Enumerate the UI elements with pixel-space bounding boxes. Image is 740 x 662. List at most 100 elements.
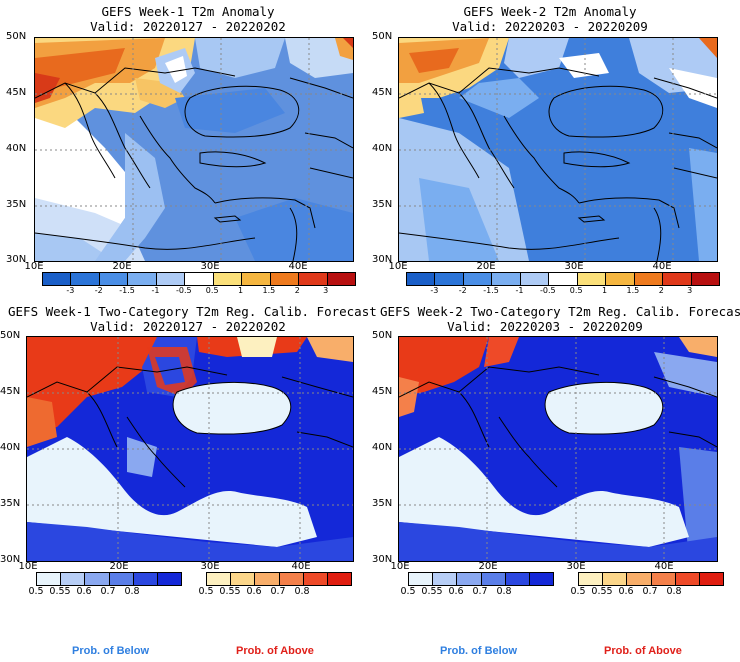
lon-label: 40E (654, 561, 674, 572)
colorbar-label: -2 (94, 286, 103, 295)
colorbar-swatch (627, 573, 652, 585)
lat-label: 45N (372, 87, 393, 98)
colorbar-swatch (207, 573, 232, 585)
lon-label: 30E (200, 561, 220, 572)
colorbar-swatch (409, 573, 434, 585)
lon-label: 30E (200, 261, 220, 272)
lat-label: 35N (372, 498, 393, 509)
colorbar-swatch (231, 573, 256, 585)
colorbar-swatch (520, 273, 550, 285)
colorbar-swatch (699, 573, 724, 585)
above-colorbar (578, 572, 724, 586)
colorbar-swatch (85, 573, 110, 585)
colorbar-label: -1.5 (119, 286, 135, 295)
colorbar-label: 1 (237, 286, 244, 295)
lat-label: 50N (372, 330, 393, 341)
legend-above-left: Prob. of Above (236, 645, 314, 657)
colorbar-label: -2 (458, 286, 467, 295)
lon-label: 40E (291, 561, 311, 572)
colorbar-swatch (675, 573, 700, 585)
probability-map-graphic (399, 337, 717, 561)
lat-label: 30N (6, 254, 27, 265)
colorbar-label: 2 (658, 286, 664, 295)
lat-label: 50N (6, 31, 27, 42)
colorbar-label: -0.5 (176, 286, 192, 295)
colorbar-swatch (37, 573, 62, 585)
colorbar-swatch (128, 273, 157, 285)
legend-below-right: Prob. of Below (440, 645, 517, 657)
lat-label: 45N (0, 386, 21, 397)
lat-label: 30N (372, 254, 393, 265)
panel-valid: Valid: 20220203 - 20220209 (452, 19, 648, 34)
panel-title: GEFS Week-2 Two-Category T2m Reg. Calib.… (380, 304, 740, 319)
colorbar-label: 0.8 (496, 586, 512, 597)
colorbar-label: 1.5 (626, 286, 640, 295)
colorbar-label: 0.5 (570, 586, 586, 597)
colorbar-label: 0.5 (28, 586, 44, 597)
lat-label: 35N (0, 498, 21, 509)
colorbar-swatch (549, 273, 578, 285)
colorbar-swatch (133, 573, 158, 585)
lon-label: 10E (388, 261, 408, 272)
colorbar-swatch (242, 273, 271, 285)
colorbar-label: 0.7 (642, 586, 658, 597)
legend-above-right: Prob. of Above (604, 645, 682, 657)
colorbar-label: 0.5 (400, 586, 416, 597)
colorbar-label: 3 (323, 286, 329, 295)
colorbar-label: 0.7 (100, 586, 116, 597)
panel-valid: Valid: 20220203 - 20220209 (447, 319, 643, 334)
colorbar-label: 0.7 (472, 586, 488, 597)
panel-title: GEFS Week-1 T2m Anomaly (101, 4, 275, 19)
probability-map-graphic (27, 337, 353, 561)
lon-label: 20E (112, 261, 132, 272)
colorbar-swatch (299, 273, 328, 285)
colorbar-swatch (327, 573, 352, 585)
panel-week2-probability: GEFS Week-2 Two-Category T2m Reg. Calib.… (370, 300, 740, 600)
lat-label: 35N (372, 199, 393, 210)
colorbar-swatch (433, 573, 458, 585)
colorbar-swatch (99, 273, 129, 285)
panel-title: GEFS Week-2 T2m Anomaly (463, 4, 637, 19)
colorbar-swatch (579, 573, 604, 585)
colorbar-swatch (407, 273, 436, 285)
colorbar-swatch (663, 273, 692, 285)
lat-label: 30N (372, 554, 393, 565)
colorbar-swatch (270, 273, 300, 285)
panel-valid: Valid: 20220127 - 20220202 (90, 19, 286, 34)
colorbar-label: 0.55 (591, 586, 613, 597)
lon-label: 30E (564, 261, 584, 272)
colorbar-label: 0.6 (448, 586, 464, 597)
colorbar-swatch (606, 273, 635, 285)
colorbar-swatch (156, 273, 186, 285)
panel-title: GEFS Week-1 Two-Category T2m Reg. Calib.… (8, 304, 377, 319)
lat-label: 30N (0, 554, 21, 565)
colorbar-label: 0.55 (49, 586, 71, 597)
probability-map (398, 336, 718, 562)
colorbar-swatch (529, 573, 554, 585)
colorbar-swatch (71, 273, 100, 285)
colorbar-swatch (492, 273, 521, 285)
below-colorbar (408, 572, 554, 586)
colorbar-label: -0.5 (540, 286, 556, 295)
colorbar-swatch (463, 273, 493, 285)
colorbar-label: -3 (66, 286, 75, 295)
panel-week2-anomaly: GEFS Week-2 T2m Anomaly Valid: 20220203 … (370, 0, 740, 300)
colorbar-swatch (327, 273, 355, 285)
lat-label: 40N (372, 442, 393, 453)
colorbar-label: 1 (601, 286, 608, 295)
anomaly-map (34, 37, 354, 262)
lon-label: 30E (566, 561, 586, 572)
colorbar-swatch (691, 273, 719, 285)
colorbar-swatch (61, 573, 86, 585)
lon-label: 40E (652, 261, 672, 272)
lat-label: 45N (6, 87, 27, 98)
colorbar-label: -3 (430, 286, 439, 295)
probability-map (26, 336, 354, 562)
colorbar-label: 3 (687, 286, 693, 295)
colorbar-label: 0.8 (666, 586, 682, 597)
lon-label: 20E (476, 261, 496, 272)
colorbar-swatch (603, 573, 628, 585)
lon-label: 10E (390, 561, 410, 572)
lat-label: 40N (6, 143, 27, 154)
colorbar-label: 0.5 (569, 286, 583, 295)
